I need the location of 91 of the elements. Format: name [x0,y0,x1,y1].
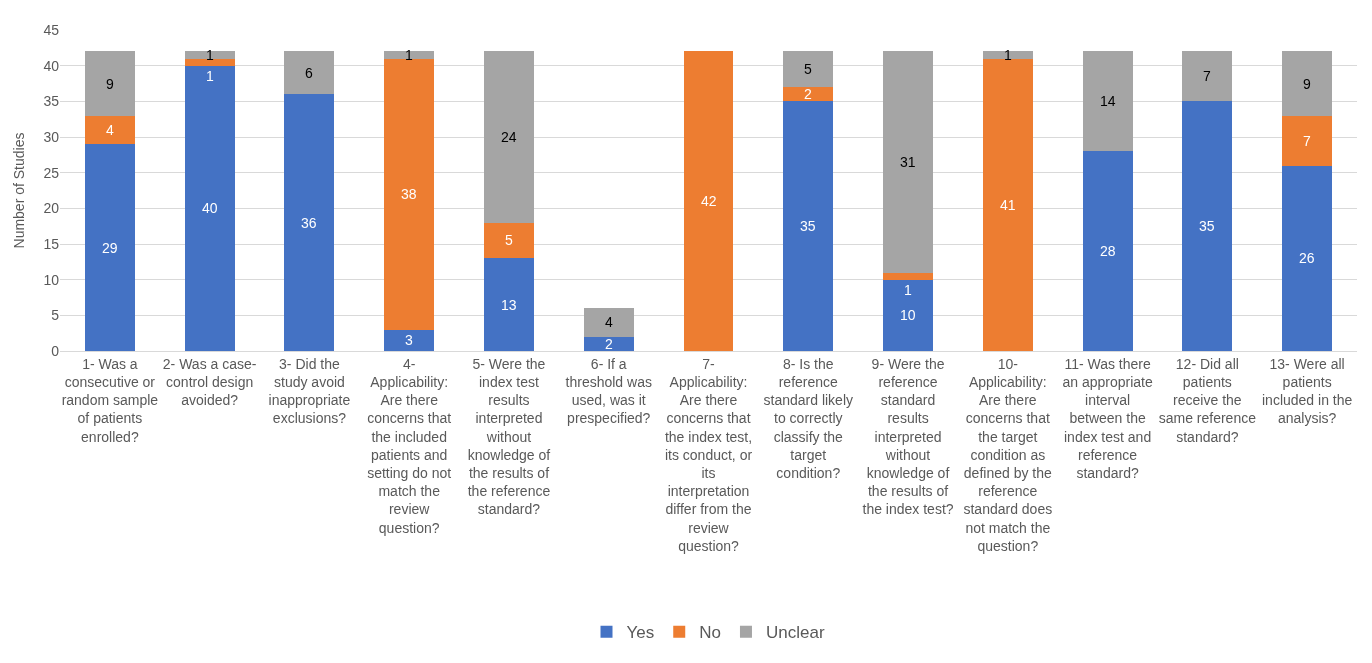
x-tick-label: 2- Was a case-control design avoided? [162,355,257,409]
y-tick-label: 35 [43,93,60,110]
data-label: 13 [501,297,517,313]
data-label: 2 [804,86,812,102]
data-label: 2 [605,336,613,352]
bar [1182,101,1233,351]
bar [1282,165,1333,351]
data-label: 9 [1303,76,1311,92]
bar [883,272,933,280]
legend-label: Yes [626,623,655,643]
bar [184,58,235,66]
x-tick-label: 8- Is the reference standard likely to correctly classify the target condition? [763,355,854,481]
bar [783,87,834,102]
y-tick-label: 0 [51,342,60,359]
data-label: 1 [206,47,214,63]
data-label: 26 [1299,250,1315,266]
x-tick-label: 1- Was a consecutive or random sample of patients enrolled? [61,355,159,445]
y-tick-label: 30 [43,128,60,145]
data-label: 31 [900,154,916,170]
data-label: 1 [405,47,413,63]
bar [583,308,634,337]
data-label: 1 [904,282,912,298]
x-tick-label: 6- If a threshold was used, was it prespecified? [565,355,652,427]
legend-label: Unclear [765,623,825,643]
bar [1082,151,1133,351]
category-label: 10- Applicability: Are there concerns that the target condition as defined by the reference standard does not match the question? [963,355,1053,554]
data-label: 36 [301,215,317,231]
bar [883,51,933,273]
legend-label: No [699,623,721,643]
bar [384,329,435,351]
data-label: 10 [900,307,916,323]
bar [1282,115,1333,166]
bar [683,51,734,351]
data-label: 28 [1100,243,1116,259]
y-axis-title: Number of Studies [11,132,28,249]
bar [883,279,933,351]
category-label: 5- Were the index test results interpreted without knowledge of the results of the reference standard? [467,355,551,518]
data-label: 29 [102,240,118,256]
bar [384,58,435,330]
bar [484,258,534,351]
data-label: 4 [605,314,613,330]
bar [184,65,235,351]
data-label: 35 [800,218,816,234]
y-tick-label: 20 [43,200,60,217]
bar [1282,51,1333,116]
bar [783,101,834,351]
x-tick-label: 12- Did all patients receive the same reference standard? [1158,355,1257,445]
x-tick-label: 13- Were all patients included in the analysis? [1261,355,1353,427]
data-label: 42 [701,193,717,209]
bar [783,51,834,88]
category-label: 4- Applicability: Are there concerns that the included patients and setting do not match the review question? [367,355,452,536]
data-label: 5 [804,61,812,77]
data-label: 9 [106,76,114,92]
data-label: 7 [1203,68,1211,84]
data-label: 4 [106,122,114,138]
bar [384,51,435,59]
y-tick-label: 5 [51,307,60,324]
data-label: 5 [505,232,513,248]
y-tick-label: 40 [43,57,60,74]
data-label: 14 [1100,93,1116,109]
bar [1082,51,1133,152]
y-tick-label: 10 [43,271,60,288]
x-tick-label: 11- Was there an appropriate interval between the index test and reference standard? [1062,355,1153,481]
data-label: 7 [1303,133,1311,149]
data-label: 1 [206,68,214,84]
bar [84,51,135,116]
bar [484,51,534,223]
data-label: 38 [401,186,417,202]
x-tick-label: 3- Did the study avoid inappropriate exclusions? [268,355,351,427]
data-label: 24 [501,129,517,145]
bar [84,144,135,351]
y-tick-label: 25 [43,164,60,181]
bar [484,222,534,259]
y-tick-label: 45 [43,21,60,38]
data-label: 6 [305,65,313,81]
bar [284,94,335,351]
bar [982,58,1033,351]
data-label: 40 [202,200,218,216]
category-label: 9- Were the reference standard results interpreted without knowledge of the results of the index test? [862,355,954,518]
category-label: 7- Applicability: Are there concerns that the index test, its conduct, or its interpretation differ from the review question? [664,355,753,554]
data-label: 41 [1000,197,1016,213]
data-label: 35 [1199,218,1215,234]
bar [84,115,135,145]
bar [284,51,335,95]
bar [583,336,634,351]
y-tick-label: 15 [43,235,60,252]
bar [982,51,1033,59]
bar [184,51,235,59]
data-label: 3 [405,332,413,348]
data-label: 1 [1004,47,1012,63]
bar [1182,51,1233,102]
